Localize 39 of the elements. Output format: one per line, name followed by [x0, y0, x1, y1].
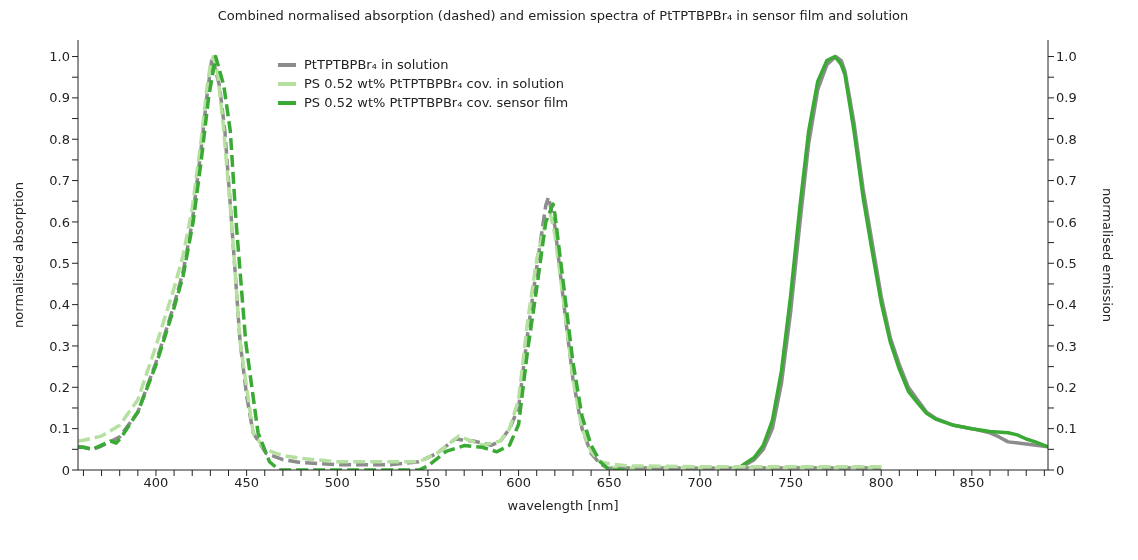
y-axis-title: normalised absorption	[10, 182, 26, 328]
x-tick-label: 800	[868, 475, 894, 491]
y-tick-label: 0.4	[49, 297, 70, 313]
y2-tick-label: 0.6	[1056, 214, 1077, 230]
x-tick-label: 450	[234, 475, 260, 491]
y2-tick-label: 0.2	[1056, 379, 1077, 395]
chart-title: Combined normalised absorption (dashed) and emission spectra of PtTPTBPBr₄ in sensor film and solution	[216, 8, 910, 25]
y-tick-label: 0	[61, 462, 70, 478]
legend-label: PS 0.52 wt% PtTPTBPBr₄ cov. in solution	[304, 76, 565, 91]
y-tick-label: 0.7	[49, 173, 70, 189]
x-tick-label: 550	[415, 475, 441, 491]
x-tick-label: 700	[687, 475, 713, 491]
y-tick-label: 0.6	[49, 214, 70, 230]
x-axis-title: wavelength [nm]	[507, 498, 619, 513]
y2-tick-label: 1.0	[1056, 49, 1077, 65]
y2-tick-label: 0	[1056, 462, 1065, 478]
x-tick-label: 500	[324, 475, 350, 491]
legend-label: PtTPTBPBr₄ in solution	[304, 57, 449, 72]
x-tick-label: 650	[596, 475, 622, 491]
legend-label: PS 0.52 wt% PtTPTBPBr₄ cov. sensor film	[304, 95, 569, 110]
y2-tick-label: 0.8	[1056, 131, 1077, 147]
y-tick-label: 0.2	[49, 379, 70, 395]
y2-tick-label: 0.9	[1056, 90, 1077, 106]
y2-tick-label: 0.4	[1056, 297, 1077, 313]
x-tick-label: 400	[143, 475, 169, 491]
y-tick-label: 0.8	[49, 131, 70, 147]
y2-tick-label: 0.5	[1056, 255, 1077, 271]
x-tick-label: 600	[506, 475, 531, 491]
y2-tick-label: 0.3	[1056, 338, 1077, 354]
y-tick-label: 0.9	[49, 90, 70, 106]
y2-tick-label: 0.7	[1056, 173, 1077, 189]
y-tick-label: 1.0	[49, 49, 70, 65]
y2-tick-label: 0.1	[1056, 421, 1077, 437]
y-tick-label: 0.1	[49, 421, 70, 437]
x-tick-label: 850	[959, 475, 985, 491]
y-tick-label: 0.3	[49, 338, 70, 354]
y-tick-label: 0.5	[49, 255, 70, 271]
x-tick-label: 750	[778, 475, 803, 491]
y2-axis-title: normalised emission	[1100, 188, 1116, 322]
